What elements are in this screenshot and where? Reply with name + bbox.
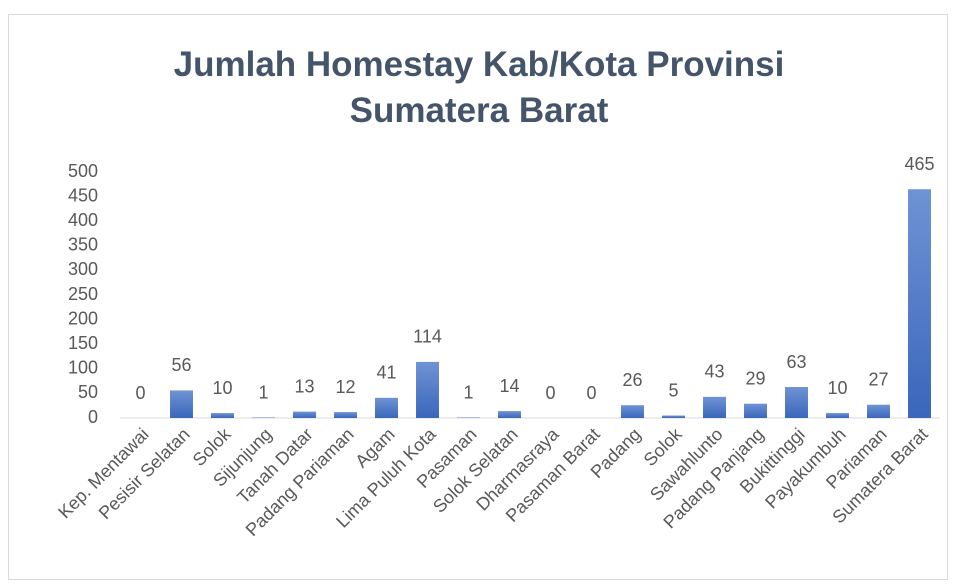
- bar: [744, 403, 767, 418]
- data-label: 10: [827, 378, 847, 398]
- bar: [621, 405, 644, 418]
- chart-title: Jumlah Homestay Kab/Kota Provinsi Sumate…: [173, 45, 785, 130]
- y-tick-label: 300: [68, 259, 98, 279]
- bar: [703, 396, 726, 418]
- data-label: 56: [171, 355, 191, 375]
- bar: [211, 413, 234, 418]
- bar: [785, 387, 808, 418]
- y-tick-label: 450: [68, 185, 98, 205]
- data-label: 41: [376, 363, 396, 383]
- data-label: 12: [335, 377, 355, 397]
- data-label: 0: [135, 383, 145, 403]
- data-label: 5: [668, 380, 678, 400]
- bar: [498, 411, 521, 418]
- bar: [293, 411, 316, 418]
- chart-frame: [8, 14, 948, 580]
- data-label: 1: [258, 382, 268, 402]
- data-label: 0: [586, 383, 596, 403]
- data-label: 63: [786, 352, 806, 372]
- y-tick-label: 500: [68, 161, 98, 181]
- data-label: 13: [294, 376, 314, 396]
- bar: [375, 397, 398, 418]
- y-tick-label: 400: [68, 210, 98, 230]
- bar: [170, 390, 193, 418]
- data-label: 26: [622, 370, 642, 390]
- data-label: 114: [413, 327, 442, 347]
- bar: [908, 189, 931, 418]
- data-label: 14: [499, 376, 519, 396]
- data-label: 10: [212, 378, 232, 398]
- data-label: 29: [745, 368, 765, 388]
- bar: [826, 413, 849, 418]
- bar: [334, 412, 357, 418]
- bar: [662, 415, 685, 418]
- y-tick-label: 350: [68, 235, 98, 255]
- y-tick-label: 250: [68, 284, 98, 304]
- data-label: 27: [868, 369, 888, 389]
- y-tick-label: 50: [78, 382, 98, 402]
- data-label: 43: [704, 362, 724, 382]
- y-tick-label: 100: [68, 358, 98, 378]
- data-label: 1: [463, 382, 473, 402]
- data-label: 0: [545, 383, 555, 403]
- y-tick-label: 150: [68, 333, 98, 353]
- y-tick-label: 200: [68, 308, 98, 328]
- bar: [867, 404, 890, 418]
- y-tick-label: 0: [88, 407, 98, 427]
- data-label: 465: [904, 154, 934, 174]
- bar: [416, 361, 439, 418]
